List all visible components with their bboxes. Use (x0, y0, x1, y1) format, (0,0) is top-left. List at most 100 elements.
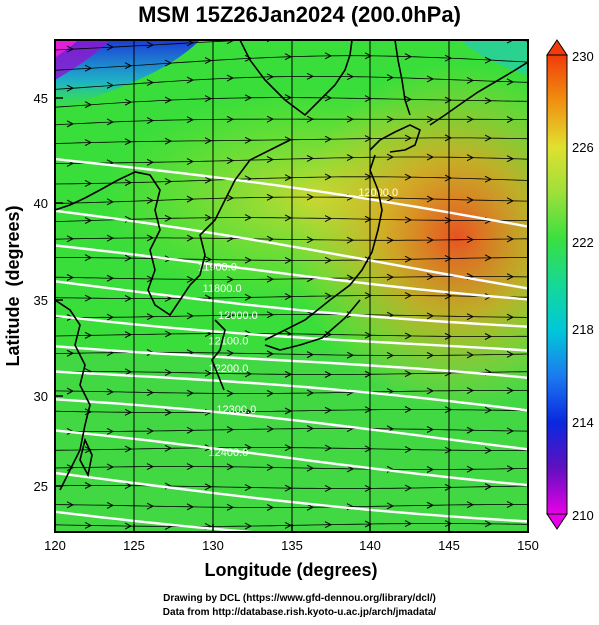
streamline-arrow (106, 388, 115, 396)
streamline-arrow (124, 408, 133, 416)
streamline-arrow (404, 406, 413, 413)
streamline-arrow (204, 214, 213, 222)
streamline-arrow (404, 53, 413, 61)
streamline-arrow (404, 95, 413, 103)
streamline-arrow (324, 331, 333, 338)
contour-label: 12400.0 (209, 447, 249, 459)
streamline-arrow (124, 62, 133, 70)
streamline-arrow (164, 178, 173, 185)
streamline-arrow (444, 96, 453, 104)
streamline-arrow (204, 95, 213, 103)
streamline-arrow (66, 274, 75, 281)
contour-label: 12300.0 (216, 404, 256, 416)
streamline-arrow (426, 115, 435, 123)
streamline-arrow (506, 273, 515, 281)
streamline-arrow (66, 387, 75, 395)
streamline-arrow (364, 292, 373, 300)
streamline-arrow (444, 134, 453, 142)
streamline-arrow (226, 390, 235, 397)
streamline-arrow (106, 463, 115, 471)
streamline-arrow (266, 311, 275, 319)
streamline-arrow (284, 484, 293, 492)
streamline-arrow (84, 446, 93, 454)
streamline-arrow (426, 236, 435, 244)
streamline-arrow (164, 409, 173, 416)
y-axis-title: Latitude (degrees) (3, 205, 23, 366)
streamline-arrow (226, 349, 235, 357)
coast-sakhalin (394, 40, 411, 116)
streamline-arrow (346, 73, 355, 81)
streamline-arrow (404, 216, 413, 224)
streamline-arrow (146, 275, 155, 283)
streamline-arrow (466, 236, 475, 244)
coast-hokkaido (369, 124, 421, 153)
lon-tick-label: 150 (517, 538, 539, 553)
streamline-arrow (226, 74, 235, 82)
streamline-arrow (146, 313, 155, 321)
streamline-arrow (426, 195, 435, 203)
tick-labels: 120 125 130 135 140 145 150 25 30 35 40 … (34, 91, 539, 553)
streamline-arrow (204, 256, 213, 264)
streamline-arrow (84, 139, 93, 146)
streamline-arrow (444, 216, 453, 224)
streamline-arrow (404, 520, 413, 528)
streamline-arrow (84, 217, 93, 224)
streamline-arrow (506, 155, 515, 163)
streamline-arrow (66, 349, 75, 357)
streamline-arrow (364, 173, 373, 181)
streamline-arrow (346, 154, 355, 162)
streamline-arrow (186, 158, 195, 165)
streamline-arrow (106, 274, 115, 282)
streamline-arrow (404, 255, 413, 263)
streamline-arrow (284, 174, 293, 182)
streamline-arrow (84, 254, 93, 262)
lon-tick-label: 140 (359, 538, 381, 553)
streamline-arrow (324, 292, 333, 300)
streamline-arrow (226, 276, 235, 283)
streamline-arrow (244, 408, 253, 416)
streamline-arrow (466, 501, 475, 509)
streamline-arrow (444, 483, 453, 491)
streamline-arrow (346, 465, 355, 473)
streamline-arrow (386, 74, 395, 82)
streamline-arrow (427, 40, 428, 41)
streamline-arrow (426, 466, 435, 473)
streamline-arrow (386, 273, 395, 281)
streamline-arrow (444, 174, 453, 182)
streamline-arrow (444, 446, 453, 454)
streamline-arrow (404, 134, 413, 142)
streamline-arrow (204, 176, 213, 184)
streamline-arrow (346, 351, 355, 359)
streamline-arrow (444, 520, 453, 527)
streamline-arrow (106, 234, 115, 242)
streamline-arrow (146, 463, 155, 471)
streamline-arrow (364, 406, 373, 414)
streamline-arrow (106, 43, 115, 51)
streamline-arrow (444, 54, 453, 62)
streamline-arrow (404, 292, 413, 299)
colorbar-tick-label: 230 (572, 49, 594, 64)
streamline-arrow (466, 154, 475, 162)
streamline-arrow (324, 135, 333, 143)
streamline-arrow (306, 115, 315, 123)
streamline-arrow (364, 52, 373, 60)
streamline-arrow (364, 331, 373, 339)
streamline-arrow (484, 97, 493, 105)
streamline-arrow (244, 522, 253, 530)
streamline-arrow (226, 426, 235, 434)
lon-tick-label: 120 (44, 538, 66, 553)
streamline-arrow (466, 351, 475, 359)
streamline-arrow (124, 482, 133, 490)
streamline-arrow (84, 522, 93, 529)
streamline-arrow (506, 116, 515, 123)
streamline-arrow (124, 331, 133, 339)
coast-japan-south (264, 299, 361, 351)
lat-tick-label: 45 (34, 91, 48, 106)
streamline-arrow (444, 255, 453, 262)
streamline-arrow (84, 101, 93, 109)
contour-label: 12000.0 (218, 310, 258, 322)
streamline-arrow (484, 520, 493, 528)
streamline-arrow (226, 157, 235, 165)
streamline-arrow (426, 426, 435, 433)
streamline-arrow (284, 521, 293, 529)
